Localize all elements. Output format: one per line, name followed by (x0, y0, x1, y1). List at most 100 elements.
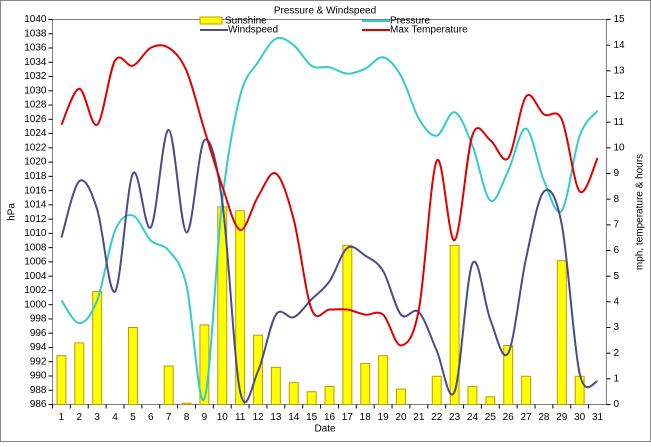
x-tick-label: 13 (270, 412, 282, 423)
y2-tick-label: 2 (614, 348, 620, 359)
x-tick-label: 2 (77, 412, 83, 423)
y-tick-label: 1006 (24, 257, 47, 268)
y2-tick-label: 5 (614, 271, 620, 282)
y-tick-label: 994 (30, 342, 47, 353)
bar (556, 260, 567, 405)
legend-label: Max Temperature (390, 25, 468, 36)
line (60, 44, 599, 347)
x-tick-label: 23 (449, 412, 461, 423)
y-tick-label: 1030 (24, 85, 47, 96)
legend-swatch (199, 16, 223, 25)
x-tick-label: 25 (485, 412, 497, 423)
legend-label: Pressure (390, 16, 430, 27)
y2-tick-label: 0 (614, 399, 620, 410)
x-tick-label: 17 (342, 412, 354, 423)
line (60, 128, 599, 403)
x-tick-label: 21 (413, 412, 425, 423)
y-tick-label: 986 (30, 399, 47, 410)
x-tick-label: 22 (431, 412, 443, 423)
y-tick-label: 1038 (24, 28, 47, 39)
y-tick-label: 992 (30, 356, 47, 367)
bar (503, 344, 514, 406)
y2-tick-label: 4 (614, 296, 620, 307)
x-tick-label: 28 (538, 412, 550, 423)
y-tick-label: 1008 (24, 242, 47, 253)
bar (235, 210, 246, 405)
x-tick-label: 29 (556, 412, 568, 423)
x-tick-label: 24 (467, 412, 479, 423)
bar (431, 375, 442, 405)
y2-tick-label: 7 (614, 219, 620, 230)
x-tick-label: 9 (202, 412, 208, 423)
y2-tick-label: 8 (614, 194, 620, 205)
y-tick-label: 1012 (24, 214, 47, 225)
x-tick-label: 30 (574, 412, 586, 423)
y2-tick-label: 12 (614, 91, 626, 102)
bar (342, 244, 353, 405)
y-tick-label: 1028 (24, 100, 47, 111)
y-tick-label: 1036 (24, 43, 47, 54)
x-tick-label: 12 (252, 412, 264, 423)
y-tick-label: 1034 (24, 57, 47, 68)
y-tick-label: 1014 (24, 200, 47, 211)
y-tick-label: 998 (30, 314, 47, 325)
bar (574, 375, 585, 405)
y2-tick-label: 9 (614, 168, 620, 179)
y-tick-label: 1004 (24, 271, 47, 282)
bar (467, 386, 478, 405)
y-tick-label: 1026 (24, 114, 47, 125)
x-tick-label: 4 (112, 412, 118, 423)
y2-tick-label: 11 (614, 117, 625, 128)
x-tick-label: 31 (592, 412, 604, 423)
x-tick-label: 15 (306, 412, 318, 423)
y-tick-label: 1002 (24, 285, 47, 296)
x-tick-label: 26 (503, 412, 515, 423)
bar (306, 391, 317, 405)
x-tick-label: 1 (59, 412, 65, 423)
y-tick-label: 1016 (24, 185, 47, 196)
y2-tick-label: 14 (614, 40, 626, 51)
bar (127, 327, 138, 405)
y-tick-label: 1000 (24, 299, 47, 310)
x-tick-label: 7 (166, 412, 172, 423)
x-tick-label: 11 (235, 412, 246, 423)
y2-axis-label: mph, temperature & hours (635, 154, 646, 270)
bar (521, 375, 532, 405)
y-tick-label: 1022 (24, 142, 47, 153)
x-tick-label: 10 (217, 412, 229, 423)
x-tick-label: 3 (94, 412, 100, 423)
y-tick-label: 1010 (24, 228, 47, 239)
bar (396, 388, 406, 406)
bar (270, 366, 281, 405)
y-tick-label: 988 (30, 385, 47, 396)
x-tick-label: 20 (395, 412, 407, 423)
y-tick-label: 1020 (24, 157, 47, 168)
bar (288, 382, 299, 405)
y2-tick-label: 10 (614, 142, 626, 153)
x-tick-label: 16 (324, 412, 336, 423)
y-axis-label: hPa (7, 203, 18, 221)
y2-tick-label: 1 (614, 373, 620, 384)
x-tick-label: 6 (148, 412, 154, 423)
bar (56, 355, 67, 406)
x-tick-label: 14 (288, 412, 300, 423)
y2-tick-label: 13 (614, 65, 626, 76)
legend-label: Sunshine (225, 16, 267, 27)
bar (378, 355, 389, 406)
bar (92, 291, 103, 406)
y2-tick-label: 6 (614, 245, 620, 256)
y-tick-label: 1040 (24, 14, 47, 25)
bar (360, 362, 371, 405)
x-tick-label: 8 (184, 412, 190, 423)
y-tick-label: 1024 (24, 128, 47, 139)
bar (163, 365, 174, 405)
chart-title: Pressure & Windspeed (274, 6, 376, 17)
y2-tick-label: 3 (614, 322, 620, 333)
y2-tick-label: 15 (614, 14, 626, 25)
bar (485, 396, 496, 405)
bar (324, 386, 335, 405)
y-tick-label: 1032 (24, 71, 47, 82)
y-tick-label: 1018 (24, 171, 47, 182)
line (60, 36, 599, 402)
